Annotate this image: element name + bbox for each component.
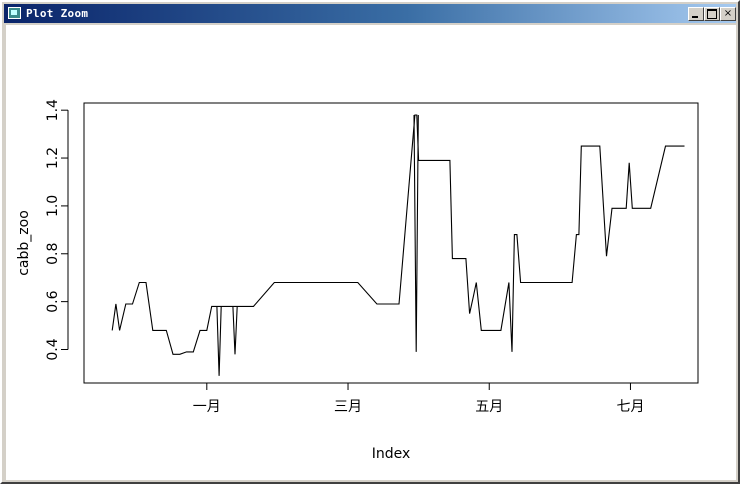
r-graphics-app-icon[interactable] (8, 7, 21, 19)
plot-canvas: 0.4 0.6 0.8 1.0 1.2 1.4 一月 三月 五月 七月 Index cabb_z… (6, 25, 736, 480)
series-layer (111, 114, 685, 376)
x-tick-label: 一月 (193, 399, 221, 415)
series-line-cabb-zoo (111, 114, 685, 355)
y-tick-label: 0.8 (45, 243, 61, 265)
series-dip (232, 306, 238, 355)
title-bar[interactable]: Plot Zoom × (4, 4, 736, 23)
y-axis: 0.4 0.6 0.8 1.0 1.2 1.4 (45, 99, 69, 361)
x-tick-label: 五月 (475, 399, 503, 415)
y-axis-label: cabb_zoo (16, 210, 32, 276)
y-tick-label: 1.4 (45, 99, 61, 121)
line-chart: 0.4 0.6 0.8 1.0 1.2 1.4 一月 三月 五月 七月 Index cabb_z… (16, 99, 699, 462)
series-dip (413, 114, 419, 352)
y-tick-label: 1.2 (45, 147, 61, 169)
y-tick-label: 1.0 (45, 195, 61, 217)
x-tick-label: 七月 (616, 399, 644, 415)
x-tick-label: 三月 (334, 399, 362, 415)
minimize-button[interactable] (688, 7, 704, 21)
x-axis-label: Index (372, 446, 411, 462)
close-button[interactable]: × (720, 7, 736, 21)
window-title: Plot Zoom (26, 7, 89, 20)
maximize-button[interactable] (704, 7, 720, 21)
y-tick-label: 0.4 (45, 338, 61, 360)
y-tick-label: 0.6 (45, 290, 61, 312)
x-axis: 一月 三月 五月 七月 (193, 382, 644, 415)
series-dip (216, 306, 222, 376)
